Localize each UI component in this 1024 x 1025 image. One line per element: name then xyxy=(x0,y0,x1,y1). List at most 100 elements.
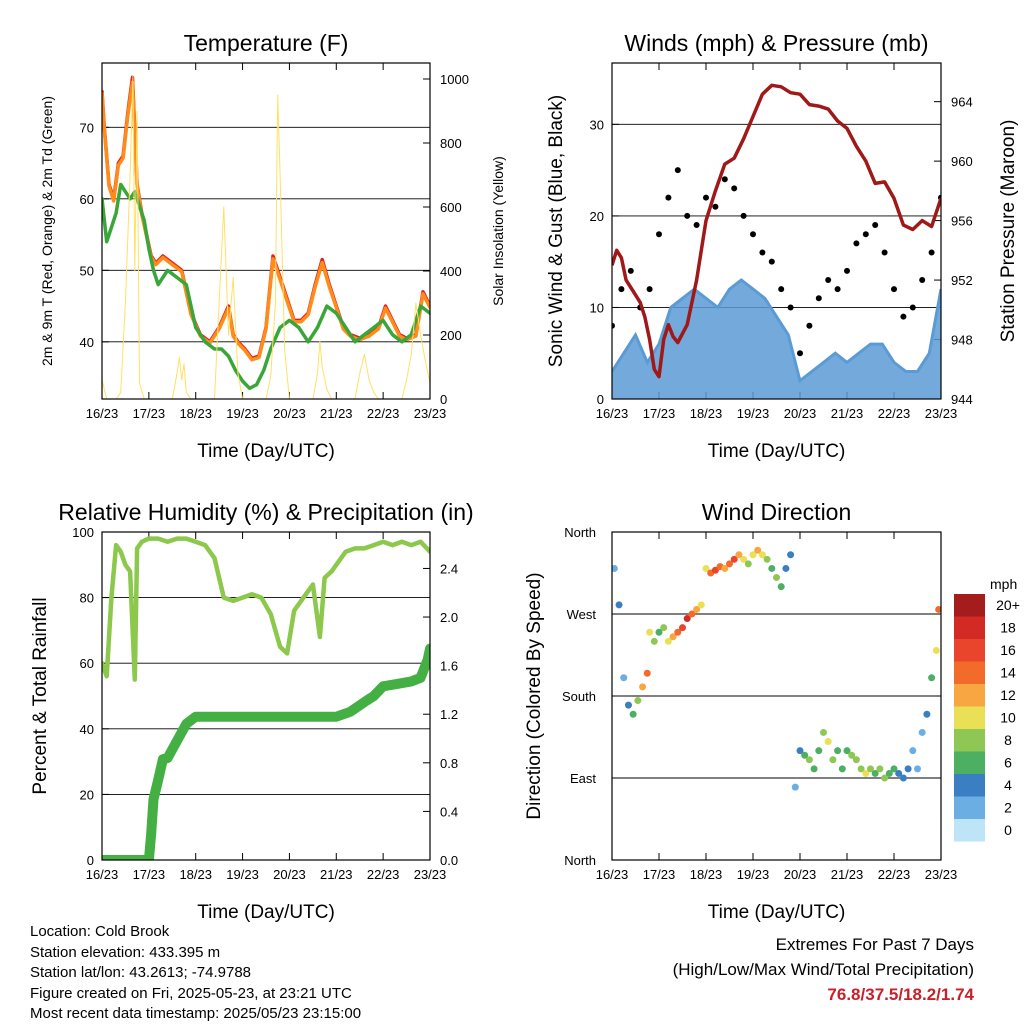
direction-point xyxy=(721,564,729,572)
gust-point xyxy=(834,286,841,293)
direction-point xyxy=(773,574,780,582)
plot-area xyxy=(102,536,430,860)
legend-swatch xyxy=(954,751,985,774)
legend-swatch xyxy=(954,706,985,729)
plot-area xyxy=(612,546,941,791)
extreme-low: 37.5 xyxy=(865,985,899,1004)
legend-label: 16 xyxy=(1000,642,1016,658)
series-line-sonic-wind xyxy=(612,278,941,384)
legend-label: 6 xyxy=(1004,755,1012,771)
direction-point xyxy=(740,555,748,563)
x-tick-label: 20/23 xyxy=(273,406,306,421)
direction-point xyxy=(843,747,851,755)
x-tick-label: 21/23 xyxy=(831,867,864,882)
y-tick-label-right: 1.6 xyxy=(440,659,458,674)
series-line-total-precipitation xyxy=(102,643,430,860)
location-text: Location: Cold Brook xyxy=(30,923,170,940)
y-tick-label: 40 xyxy=(80,722,94,737)
direction-point xyxy=(763,555,771,563)
y-tick-label: 20 xyxy=(590,209,604,224)
direction-point xyxy=(801,751,809,759)
y-tick-label-right: 800 xyxy=(440,136,462,151)
gust-point xyxy=(731,185,738,192)
direction-point xyxy=(810,765,818,773)
direction-point xyxy=(848,751,856,759)
gust-point xyxy=(656,231,662,238)
x-tick-label: 19/23 xyxy=(226,406,259,421)
plot-area xyxy=(612,83,941,399)
direction-point xyxy=(749,551,757,559)
direction-point xyxy=(777,583,785,591)
gust-point xyxy=(712,203,719,210)
gust-point xyxy=(684,212,691,219)
y-tick-label: 50 xyxy=(80,263,94,278)
x-tick-label: 17/23 xyxy=(133,406,166,421)
direction-point xyxy=(612,564,618,572)
x-tick-label: 16/23 xyxy=(596,406,629,421)
direction-point xyxy=(904,765,912,773)
direction-point xyxy=(820,728,827,736)
x-tick-label: 23/23 xyxy=(414,406,447,421)
legend-label: 2 xyxy=(1004,800,1012,816)
legend-swatch xyxy=(954,639,985,662)
y-tick-label-right: 960 xyxy=(951,154,973,169)
direction-point xyxy=(862,769,870,777)
direction-point xyxy=(650,637,658,645)
direction-point xyxy=(711,566,719,574)
x-tick-label: 16/23 xyxy=(86,406,119,421)
gust-point xyxy=(759,249,766,256)
gust-point xyxy=(778,286,785,293)
station-info: Location: Cold Brook Station elevation: … xyxy=(30,922,361,1025)
gust-point xyxy=(891,286,897,293)
x-tick-label: 19/23 xyxy=(226,867,259,882)
x-tick-label: 21/23 xyxy=(831,406,864,421)
x-tick-label: 21/23 xyxy=(320,406,353,421)
y-axis-label: Sonic Wind & Gust (Blue, Black) xyxy=(546,95,567,367)
direction-point xyxy=(624,701,632,709)
direction-point xyxy=(815,747,823,755)
y-tick-label: 10 xyxy=(590,300,604,315)
direction-point xyxy=(914,765,921,773)
direction-point xyxy=(824,738,832,746)
y-axis-label: 2m & 9m T (Red, Orange) & 2m Td (Green) xyxy=(39,96,55,366)
direction-point xyxy=(688,610,696,618)
legend-label: 10 xyxy=(1000,710,1016,726)
direction-point xyxy=(857,765,865,773)
plot-frame xyxy=(101,62,431,400)
series-area-sonic-wind xyxy=(612,280,941,399)
gust-point xyxy=(815,295,822,302)
legend-label: 18 xyxy=(1000,620,1016,636)
y-tick-label-right: 1.2 xyxy=(440,707,458,722)
gust-point xyxy=(919,276,926,283)
gust-point xyxy=(797,350,803,357)
direction-point xyxy=(899,774,907,782)
direction-point xyxy=(805,756,813,764)
y-tick-label: 70 xyxy=(80,120,94,135)
y-axis-label-right: Station Pressure (Maroon) xyxy=(998,120,1019,343)
direction-point xyxy=(796,747,804,755)
legend-swatch xyxy=(954,796,985,819)
x-tick-label: 16/23 xyxy=(86,867,119,882)
direction-point xyxy=(881,774,889,782)
direction-point xyxy=(629,710,637,718)
extremes-box: Extremes For Past 7 Days (High/Low/Max W… xyxy=(673,932,974,1007)
x-tick-label: 22/23 xyxy=(878,406,911,421)
legend-swatch xyxy=(954,774,985,797)
x-tick-label: 21/23 xyxy=(320,867,353,882)
y-tick-label: South xyxy=(562,689,596,704)
direction-point xyxy=(890,765,898,773)
legend-label: 0 xyxy=(1004,822,1012,838)
direction-point xyxy=(620,674,628,682)
x-tick-label: 20/23 xyxy=(273,867,306,882)
series-line-pressure xyxy=(612,83,941,379)
direction-point xyxy=(693,605,701,613)
y-tick-label: North xyxy=(564,853,596,868)
y-tick-label-right: 0 xyxy=(440,392,447,407)
x-tick-label: 17/23 xyxy=(133,867,166,882)
direction-point xyxy=(639,683,647,691)
extreme-max-wind: 18.2 xyxy=(903,985,937,1004)
chart-title: Temperature (F) xyxy=(184,30,349,56)
x-tick-label: 20/23 xyxy=(784,406,817,421)
direction-point xyxy=(838,765,846,773)
